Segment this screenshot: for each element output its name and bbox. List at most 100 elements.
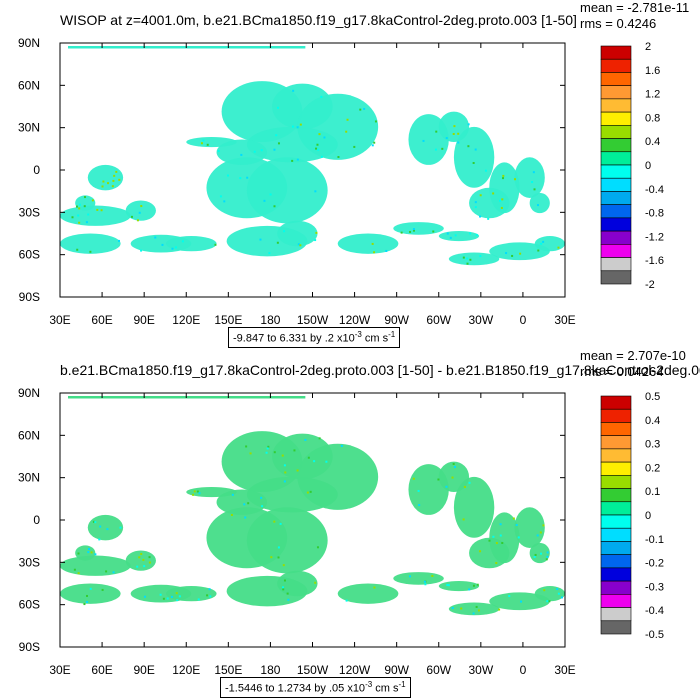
field-speckle [467,145,470,148]
field-speckle [484,169,487,172]
field-speckle [412,477,415,480]
field-speckle [540,242,543,245]
field-speckle [266,447,269,450]
field-speckle [117,239,120,242]
x-tick-label: 0 [520,313,527,327]
field-region [277,220,318,247]
field-speckle [400,231,403,234]
field-speckle [282,588,285,591]
field-speckle [130,215,133,218]
field-speckle [292,89,295,92]
field-speckle [315,231,318,234]
field-speckle [268,252,271,255]
contour-range-label: -9.847 to 6.331 by .2 x10-3 cm s-1 [228,327,401,348]
x-tick-label: 30W [468,663,493,677]
field-speckle [557,246,560,249]
field-speckle [83,196,86,199]
field-speckle [78,207,81,210]
x-tick-label: 150W [297,313,329,327]
field-speckle [287,598,290,601]
field-speckle [467,123,470,126]
field-speckle [487,217,490,220]
y-tick-label: 0 [33,163,40,177]
field-speckle [371,144,374,147]
field-speckle [138,211,141,214]
field-speckle [346,118,349,121]
field-speckle [209,595,212,598]
y-tick-label: 90S [19,640,40,654]
field-speckle [77,572,80,575]
field-speckle [299,244,302,247]
field-speckle [260,496,263,499]
field-speckle [78,203,81,206]
field-speckle [92,520,95,523]
y-tick-label: 60S [19,248,40,262]
field-speckle [548,600,551,603]
field-speckle [304,438,307,441]
field-region [393,572,444,585]
field-speckle [499,534,502,537]
field-speckle [373,251,376,254]
field-speckle [492,192,495,195]
field-speckle [546,551,549,554]
field-region [448,602,500,616]
chart-title: b.e21.BCma1850.f19_g17.8kaControl-2deg.p… [60,362,700,378]
field-speckle [502,177,505,180]
field-speckle [501,541,504,544]
field-speckle [148,556,151,559]
field-speckle [556,588,559,591]
field-speckle [115,170,118,173]
field-speckle [446,232,449,235]
field-speckle [502,174,505,177]
field-speckle [460,607,463,610]
field-speckle [495,562,498,565]
field-region [534,586,565,602]
x-tick-label: 30W [468,313,493,327]
colorbar-swatch [600,138,632,153]
field-speckle [293,449,296,452]
colorbar-label: 0.4 [645,136,660,148]
field-speckle [477,609,480,612]
colorbar-label: -0.8 [645,208,664,220]
field-speckle [514,178,517,181]
field-speckle [296,126,299,129]
field-speckle [273,451,276,454]
field-speckle [546,600,549,603]
colorbar-label: -0.2 [645,558,664,570]
colorbar-label: -0.4 [645,184,664,196]
range-text: -9.847 to 6.331 by .2 x10 [233,332,355,345]
colorbar-swatch [600,230,632,245]
colorbar-label: 0.4 [645,415,660,427]
field-speckle [174,246,177,249]
field-speckle [267,445,270,448]
field-speckle [239,177,242,180]
field-speckle [277,546,280,549]
field-region [60,205,131,226]
field-speckle [539,531,542,534]
field-region [534,236,565,252]
colorbar-swatch [600,151,632,166]
field-speckle [474,206,477,209]
field-speckle [282,586,285,589]
colorbar-label: 0 [645,160,651,172]
field-speckle [479,255,482,258]
field-speckle [71,216,74,219]
colorbar-swatch [600,125,632,139]
field-region [246,157,328,224]
field-speckle [291,159,294,162]
field-speckle [501,198,504,201]
field-speckle [273,520,276,523]
chart-title: WISOP at z=4001.0m, b.e21.BCma1850.f19_g… [60,12,577,28]
field-region [216,139,268,165]
field-speckle [299,123,302,126]
x-tick-label: 30E [49,313,70,327]
field-speckle [537,249,540,252]
field-speckle [105,570,108,573]
field-speckle [148,561,151,564]
field-speckle [498,608,501,611]
field-speckle [86,601,89,604]
field-speckle [159,593,162,596]
field-speckle [269,193,272,196]
field-speckle [230,513,233,516]
map-plot: 30E 60E 90E 120E 150E 180 150W 120W 90W 60W 30W 0 30… [18,386,664,677]
